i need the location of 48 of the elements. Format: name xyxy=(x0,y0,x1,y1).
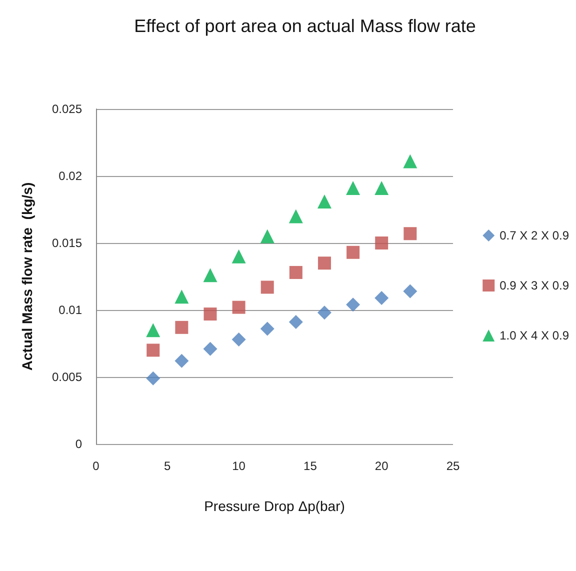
point xyxy=(203,342,218,356)
y-tick-label: 0.015 xyxy=(52,236,82,250)
x-tick-label: 20 xyxy=(374,459,389,473)
x-tick-label: 15 xyxy=(304,459,318,473)
point xyxy=(288,315,303,330)
y-tick-label: 0 xyxy=(75,437,82,451)
point xyxy=(289,266,302,279)
point xyxy=(346,246,360,259)
y-tick-label: 0.01 xyxy=(58,303,82,317)
point xyxy=(146,371,160,386)
point xyxy=(403,154,418,168)
point xyxy=(260,322,274,336)
point xyxy=(146,323,160,338)
point xyxy=(346,181,360,196)
point xyxy=(146,344,160,357)
point xyxy=(346,298,360,312)
x-axis-title: Pressure Drop Δp(bar) xyxy=(204,498,345,514)
y-tick-label: 0.025 xyxy=(52,102,82,116)
y-tick-label: 0.02 xyxy=(58,169,82,183)
point xyxy=(203,268,218,282)
legend-label: 1.0 X 4 X 0.9 xyxy=(500,328,570,342)
point xyxy=(260,280,274,294)
y-tick-label: 0.005 xyxy=(52,370,82,384)
point xyxy=(175,320,188,334)
point xyxy=(260,229,274,244)
point xyxy=(232,332,246,346)
point xyxy=(317,194,332,208)
x-tick-label: 5 xyxy=(164,459,172,473)
point xyxy=(374,290,389,305)
x-tick-label: 25 xyxy=(446,459,460,473)
point xyxy=(232,300,246,314)
chart-title: Effect of port area on actual Mass flow rate xyxy=(134,16,476,36)
point xyxy=(374,181,389,196)
point xyxy=(174,290,189,304)
point xyxy=(403,284,418,298)
point xyxy=(404,227,417,240)
legend-label: 0.7 X 2 X 0.9 xyxy=(500,228,570,242)
x-tick-label: 10 xyxy=(232,459,246,473)
point xyxy=(318,256,331,270)
point xyxy=(232,249,246,264)
point xyxy=(204,308,217,321)
y-axis-title: Actual Mass flow rate (kg/s) xyxy=(19,182,35,371)
point xyxy=(288,209,303,224)
point xyxy=(375,236,388,250)
legend-label: 0.9 X 3 X 0.9 xyxy=(500,278,570,292)
point xyxy=(317,306,332,320)
point xyxy=(174,354,189,368)
x-tick-label: 0 xyxy=(92,459,100,473)
